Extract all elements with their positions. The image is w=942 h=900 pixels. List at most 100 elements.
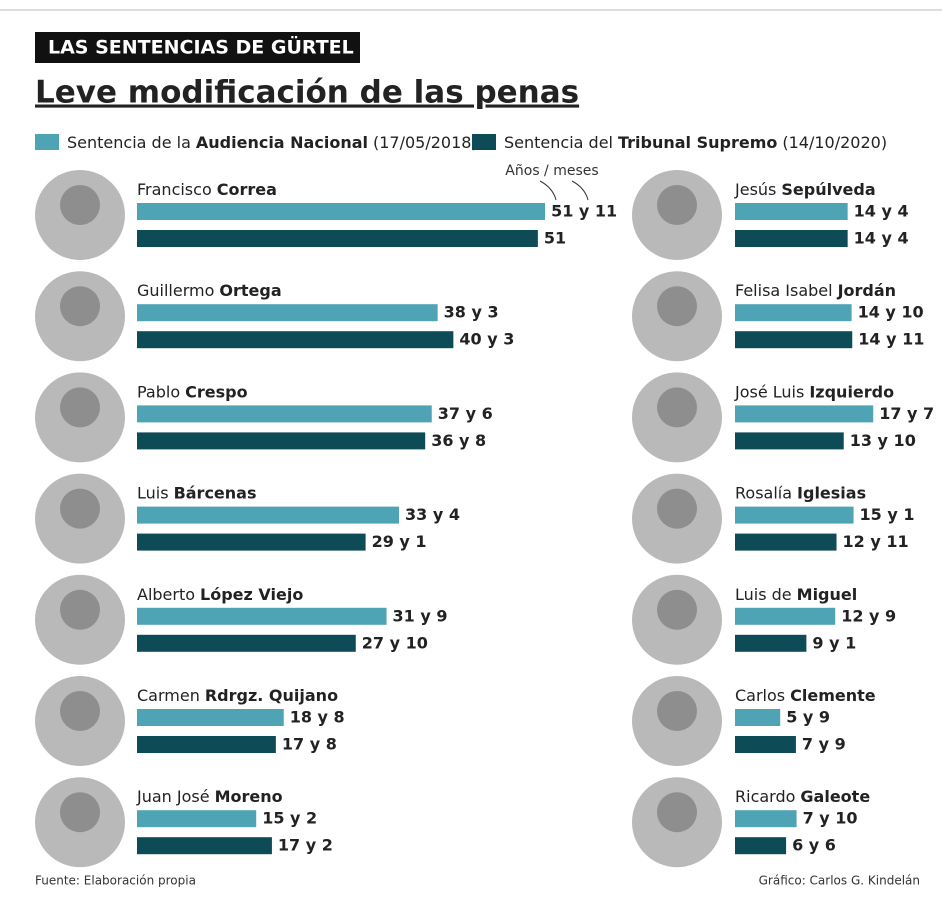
bar — [137, 432, 425, 449]
annotation: Años / meses — [505, 163, 598, 179]
first-name: Jesús — [734, 180, 776, 199]
bar — [735, 709, 780, 726]
value-label: 7 y 10 — [803, 809, 858, 828]
portrait-head — [60, 286, 100, 326]
bar — [735, 635, 806, 652]
portrait-head — [60, 792, 100, 832]
portrait-head — [60, 489, 100, 529]
value-label: 15 y 1 — [860, 505, 915, 524]
value-label: 9 y 1 — [812, 633, 856, 652]
bar — [735, 304, 852, 321]
last-name: Jordán — [837, 281, 896, 300]
first-name: Rosalía — [735, 483, 792, 502]
portrait-head — [60, 691, 100, 731]
value-label: 17 y 8 — [282, 735, 337, 754]
value-label: 17 y 7 — [879, 404, 934, 423]
person-name: FranciscoCorrea — [137, 180, 277, 199]
value-label: 40 y 3 — [459, 330, 514, 349]
legend-label-part: (17/05/2018) — [373, 133, 478, 152]
last-name: Bárcenas — [174, 483, 257, 502]
bar — [137, 405, 432, 422]
last-name: Sepúlveda — [781, 180, 875, 199]
portrait-head — [60, 387, 100, 427]
value-label: 14 y 10 — [858, 303, 924, 322]
value-label: 18 y 8 — [290, 708, 345, 727]
person-name: Felisa IsabelJordán — [735, 281, 896, 300]
chart-title: Leve modificación de las penas — [35, 75, 579, 111]
annotation-arrows — [540, 181, 588, 200]
last-name: Moreno — [215, 787, 283, 806]
last-name: Clemente — [790, 686, 876, 705]
bar — [735, 837, 786, 854]
value-label: 51 y 11 — [551, 202, 617, 221]
bar — [735, 405, 873, 422]
bar — [137, 507, 399, 524]
person-name: CarlosClemente — [735, 686, 876, 705]
bar — [137, 736, 276, 753]
legend-label-part: Sentencia de la — [67, 133, 191, 152]
value-label: 12 y 9 — [841, 606, 896, 625]
bar — [735, 203, 848, 220]
bar — [137, 810, 256, 827]
legend-label-part: Tribunal Supremo — [618, 133, 777, 152]
value-label: 36 y 8 — [431, 431, 486, 450]
bar — [735, 432, 844, 449]
value-label: 13 y 10 — [850, 431, 916, 450]
bar — [735, 810, 797, 827]
value-label: 5 y 9 — [786, 708, 830, 727]
value-label: 31 y 9 — [393, 606, 448, 625]
portrait-head — [657, 489, 697, 529]
bar — [137, 635, 356, 652]
credit: Gráfico: Carlos G. Kindelán — [759, 874, 920, 888]
person-name: Alberto López Viejo — [137, 584, 303, 603]
bar — [137, 709, 284, 726]
bar — [735, 331, 852, 348]
bar — [137, 203, 545, 220]
last-name: Ortega — [219, 281, 281, 300]
first-name: Carmen — [137, 686, 200, 705]
legend-swatch — [35, 134, 59, 150]
person-name: Luis deMiguel — [735, 584, 857, 603]
first-name: Juan José — [136, 787, 210, 806]
value-label: 33 y 4 — [405, 505, 460, 524]
value-label: 14 y 4 — [854, 229, 909, 248]
value-label: 29 y 1 — [372, 532, 427, 551]
legend-label: Sentencia delTribunal Supremo(14/10/2020… — [504, 133, 887, 152]
portrait-head — [657, 792, 697, 832]
person-name: Luis Bárcenas — [137, 483, 257, 502]
value-label: 37 y 6 — [438, 404, 493, 423]
portrait-head — [60, 185, 100, 225]
bar — [735, 608, 835, 625]
value-label: 14 y 4 — [854, 202, 909, 221]
person-name: Jesús Sepúlveda — [734, 180, 876, 199]
source: Fuente: Elaboración propia — [35, 874, 196, 888]
last-name: López Viejo — [200, 584, 303, 603]
last-name: Miguel — [797, 584, 858, 603]
portrait-head — [657, 286, 697, 326]
value-label: 6 y 6 — [792, 836, 836, 855]
last-name: Crespo — [185, 382, 247, 401]
first-name: José Luis — [734, 382, 804, 401]
value-label: 51 — [544, 229, 566, 248]
chart: LAS SENTENCIAS DE GÜRTEL Leve modificaci… — [0, 0, 942, 896]
bar — [735, 507, 854, 524]
last-name: Izquierdo — [809, 382, 894, 401]
value-label: 38 y 3 — [444, 303, 499, 322]
person-name: PabloCrespo — [137, 382, 248, 401]
value-label: 15 y 2 — [262, 809, 317, 828]
person-name: José Luis Izquierdo — [734, 382, 894, 401]
portrait-head — [657, 185, 697, 225]
kicker: LAS SENTENCIAS DE GÜRTEL — [48, 35, 354, 59]
legend-label-part: (14/10/2020) — [782, 133, 887, 152]
bar — [137, 331, 453, 348]
value-label: 27 y 10 — [362, 633, 428, 652]
bar — [735, 736, 796, 753]
legend-swatch — [472, 134, 496, 150]
first-name: Luis — [137, 483, 169, 502]
first-name: Alberto — [137, 584, 195, 603]
portrait-head — [657, 387, 697, 427]
last-name: Galeote — [800, 787, 870, 806]
bar — [735, 534, 837, 551]
